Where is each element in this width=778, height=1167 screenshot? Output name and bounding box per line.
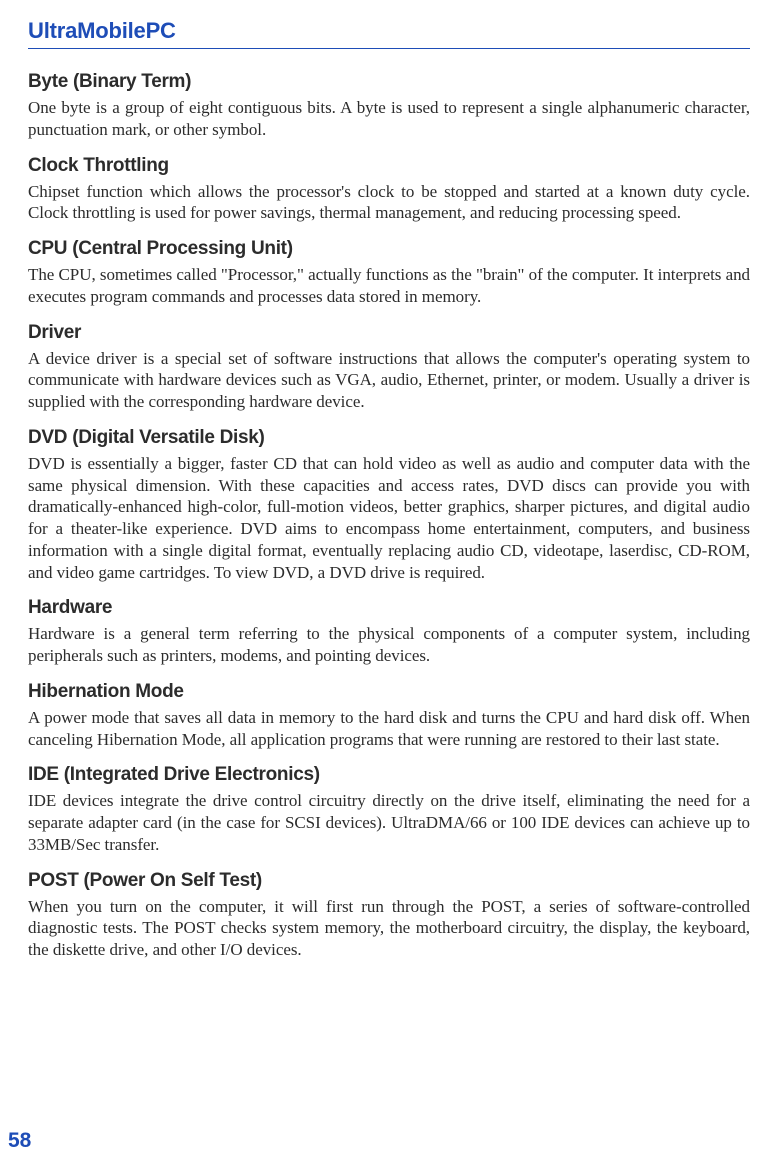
entry-heading: DVD (Digital Versatile Disk) (28, 427, 750, 449)
entry-heading: POST (Power On Self Test) (28, 870, 750, 892)
entry-body: When you turn on the computer, it will f… (28, 896, 750, 961)
glossary-entry: Driver A device driver is a special set o… (28, 322, 750, 413)
glossary-entry: IDE (Integrated Drive Electronics) IDE de… (28, 764, 750, 855)
glossary-entry: POST (Power On Self Test) When you turn o… (28, 870, 750, 961)
glossary-entry: DVD (Digital Versatile Disk) DVD is essen… (28, 427, 750, 584)
entry-body: One byte is a group of eight contiguous … (28, 97, 750, 141)
glossary-entries: Byte (Binary Term) One byte is a group of… (28, 71, 750, 961)
entry-heading: Byte (Binary Term) (28, 71, 750, 93)
entry-heading: Clock Throttling (28, 155, 750, 177)
entry-body: A power mode that saves all data in memo… (28, 707, 750, 751)
entry-heading: IDE (Integrated Drive Electronics) (28, 764, 750, 786)
glossary-entry: CPU (Central Processing Unit) The CPU, so… (28, 238, 750, 308)
glossary-entry: Clock Throttling Chipset function which a… (28, 155, 750, 225)
entry-body: Chipset function which allows the proces… (28, 181, 750, 225)
entry-heading: CPU (Central Processing Unit) (28, 238, 750, 260)
entry-body: IDE devices integrate the drive control … (28, 790, 750, 855)
entry-body: Hardware is a general term referring to … (28, 623, 750, 667)
entry-heading: Driver (28, 322, 750, 344)
entry-body: A device driver is a special set of soft… (28, 348, 750, 413)
entry-body: The CPU, sometimes called "Processor," a… (28, 264, 750, 308)
entry-heading: Hibernation Mode (28, 681, 750, 703)
glossary-entry: Hardware Hardware is a general term refer… (28, 597, 750, 667)
glossary-entry: Byte (Binary Term) One byte is a group of… (28, 71, 750, 141)
document-title: UltraMobilePC (28, 18, 750, 49)
glossary-entry: Hibernation Mode A power mode that saves … (28, 681, 750, 751)
entry-body: DVD is essentially a bigger, faster CD t… (28, 453, 750, 584)
entry-heading: Hardware (28, 597, 750, 619)
page-number: 58 (8, 1129, 31, 1153)
